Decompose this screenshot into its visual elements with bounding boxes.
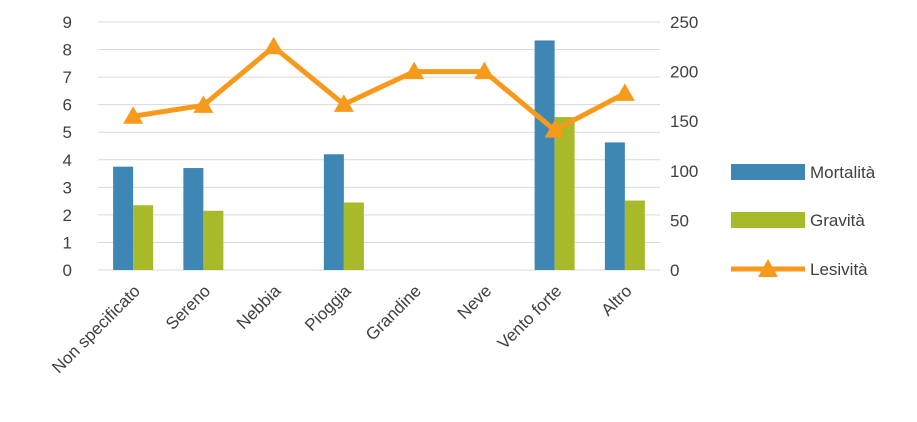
y2-tick-label: 150 xyxy=(670,112,698,131)
bar-mortalit-0 xyxy=(113,166,134,270)
lesivita-point-7 xyxy=(614,83,635,101)
y2-tick-label: 50 xyxy=(670,211,689,230)
y2-tick-label: 200 xyxy=(670,63,698,82)
y-tick-label: 5 xyxy=(63,123,72,142)
x-tick-label: Pioggia xyxy=(301,281,355,335)
bar-mortalit-7 xyxy=(604,142,625,270)
x-tick-label: Grandine xyxy=(362,281,425,344)
legend: Mortalità Gravità Lesività xyxy=(731,163,876,279)
y2-tick-label: 0 xyxy=(670,261,679,280)
lesivita-point-2 xyxy=(263,36,284,55)
x-axis: Non specificato Sereno Nebbia Pioggia Grandi… xyxy=(48,281,635,377)
x-tick-label: Neve xyxy=(454,281,495,322)
bar-mortalit-6 xyxy=(534,40,555,271)
lesivita-point-1 xyxy=(193,95,214,113)
line-series xyxy=(123,36,635,138)
x-tick-label: Non specificato xyxy=(48,281,144,377)
bar-gravit-6 xyxy=(554,117,575,270)
y-tick-label: 7 xyxy=(63,68,72,87)
y-tick-label: 0 xyxy=(63,261,72,280)
y-tick-label: 6 xyxy=(63,96,72,115)
y2-tick-label: 100 xyxy=(670,162,698,181)
lesivita-point-5 xyxy=(474,61,495,80)
x-tick-label: Sereno xyxy=(162,281,214,333)
lesivita-point-3 xyxy=(333,94,354,112)
lesivita-line xyxy=(132,44,627,133)
bar-series xyxy=(113,40,645,271)
y-tick-label: 2 xyxy=(63,206,72,225)
x-tick-label: Nebbia xyxy=(233,281,285,333)
y-tick-label: 3 xyxy=(63,178,72,197)
legend-label-1: Gravità xyxy=(810,211,865,230)
lesivita-point-0 xyxy=(123,106,144,124)
legend-swatch-0 xyxy=(731,164,805,180)
legend-swatch-marker xyxy=(758,259,778,277)
bar-gravit-0 xyxy=(133,205,154,270)
y2-tick-label: 250 xyxy=(670,13,698,32)
legend-swatch-1 xyxy=(731,212,805,228)
lesivita-point-4 xyxy=(404,61,425,80)
bar-gravit-1 xyxy=(203,210,224,270)
bar-mortalit-1 xyxy=(183,168,204,270)
right-y-axis: 0 50 100 150 200 250 xyxy=(670,13,698,280)
y-tick-label: 1 xyxy=(63,233,72,252)
gridlines xyxy=(98,21,660,271)
bar-gravit-3 xyxy=(343,202,364,270)
x-tick-label: Altro xyxy=(598,281,636,319)
legend-label-0: Mortalità xyxy=(810,163,876,182)
lesivita-point-6 xyxy=(544,120,565,138)
bar-mortalit-3 xyxy=(323,154,344,270)
x-tick-label: Vento forte xyxy=(494,281,566,353)
bar-gravit-7 xyxy=(624,200,645,270)
legend-label-2: Lesività xyxy=(810,260,868,279)
y-tick-label: 8 xyxy=(63,41,72,60)
y-tick-label: 4 xyxy=(63,151,72,170)
left-y-axis: 0 1 2 3 4 5 6 7 8 9 xyxy=(63,13,72,280)
y-tick-label: 9 xyxy=(63,13,72,32)
